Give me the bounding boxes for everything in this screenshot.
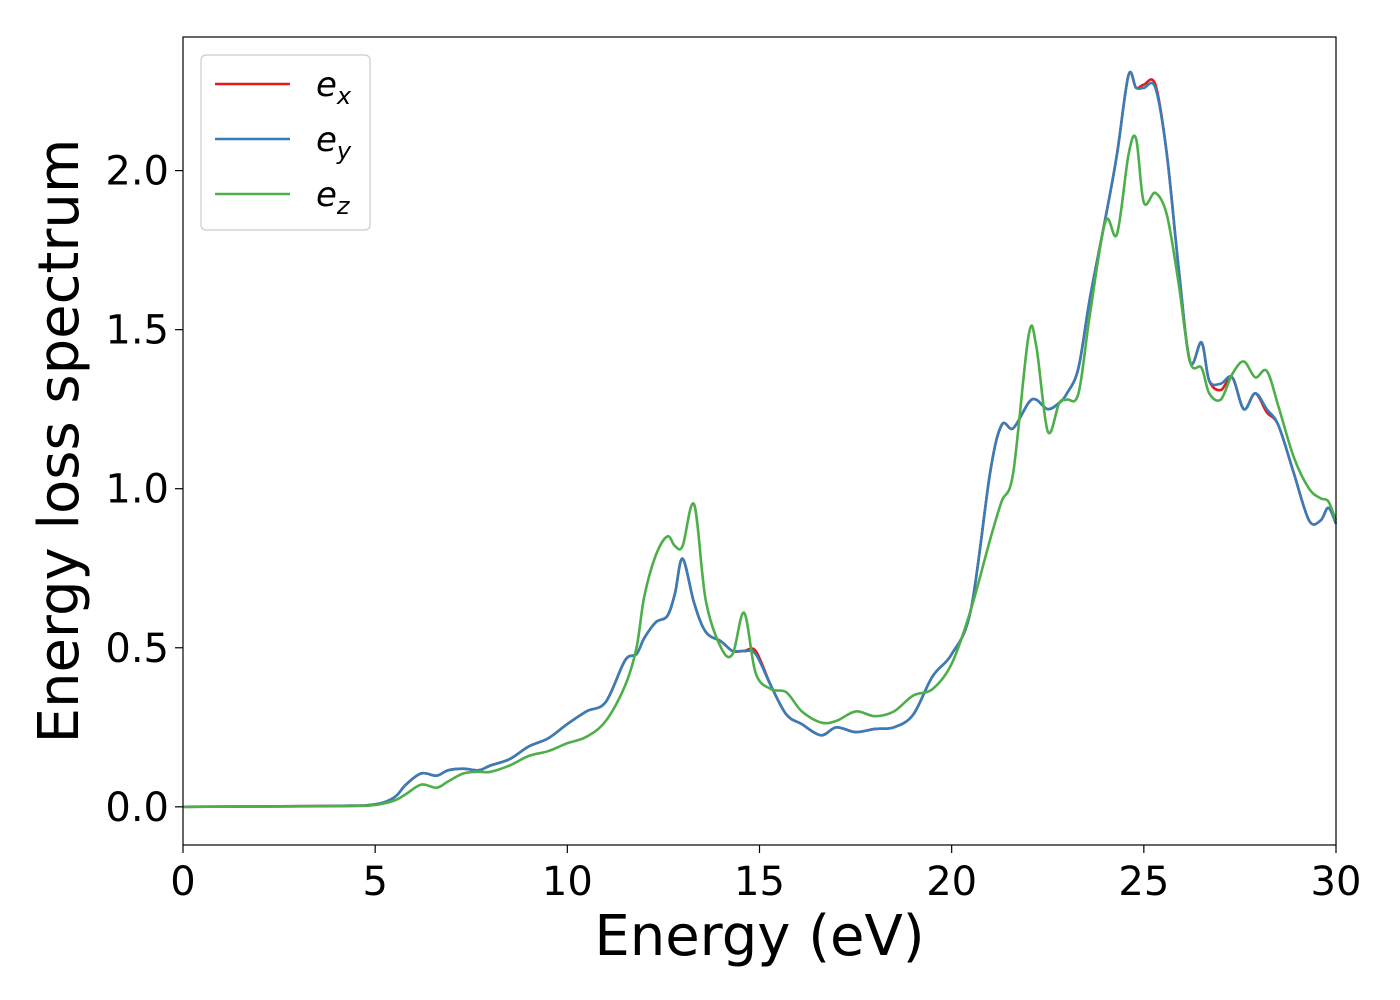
y-axis-label: Energy loss spectrum	[27, 139, 92, 744]
x-tick-label: 10	[542, 859, 593, 905]
x-axis-label: Energy (eV)	[594, 904, 924, 969]
series-line-e-z	[182, 134, 1338, 809]
legend-label-subscript: x	[336, 82, 352, 110]
legend-label-base: e	[316, 65, 337, 105]
x-tick-label: 5	[362, 859, 387, 905]
legend-label: ex	[316, 65, 352, 110]
series-line-e-y	[182, 70, 1338, 809]
x-tick-label: 25	[1118, 859, 1169, 905]
y-tick-label: 0.5	[105, 626, 169, 672]
x-axis-ticks: 0 5 10 15 20 25 30	[170, 845, 1361, 905]
y-axis-ticks: 0.0 0.5 1.0 1.5 2.0	[105, 149, 183, 831]
x-tick-label: 30	[1311, 859, 1362, 905]
legend-label-base: e	[316, 120, 337, 160]
legend-label-base: e	[316, 175, 337, 215]
legend-label: ey	[316, 120, 352, 165]
legend-box	[200, 54, 371, 231]
x-tick-label: 15	[734, 859, 785, 905]
y-tick-label: 1.5	[105, 308, 169, 354]
legend-label-subscript: z	[336, 192, 351, 220]
y-tick-label: 1.0	[105, 467, 169, 513]
legend-label: ez	[316, 175, 351, 220]
y-tick-label: 2.0	[105, 149, 169, 195]
plot-area	[183, 37, 1336, 845]
legend-label-subscript: y	[336, 137, 352, 165]
x-tick-label: 0	[170, 859, 195, 905]
x-tick-label: 20	[926, 859, 977, 905]
y-tick-label: 0.0	[105, 785, 169, 831]
series-layer	[182, 70, 1338, 809]
